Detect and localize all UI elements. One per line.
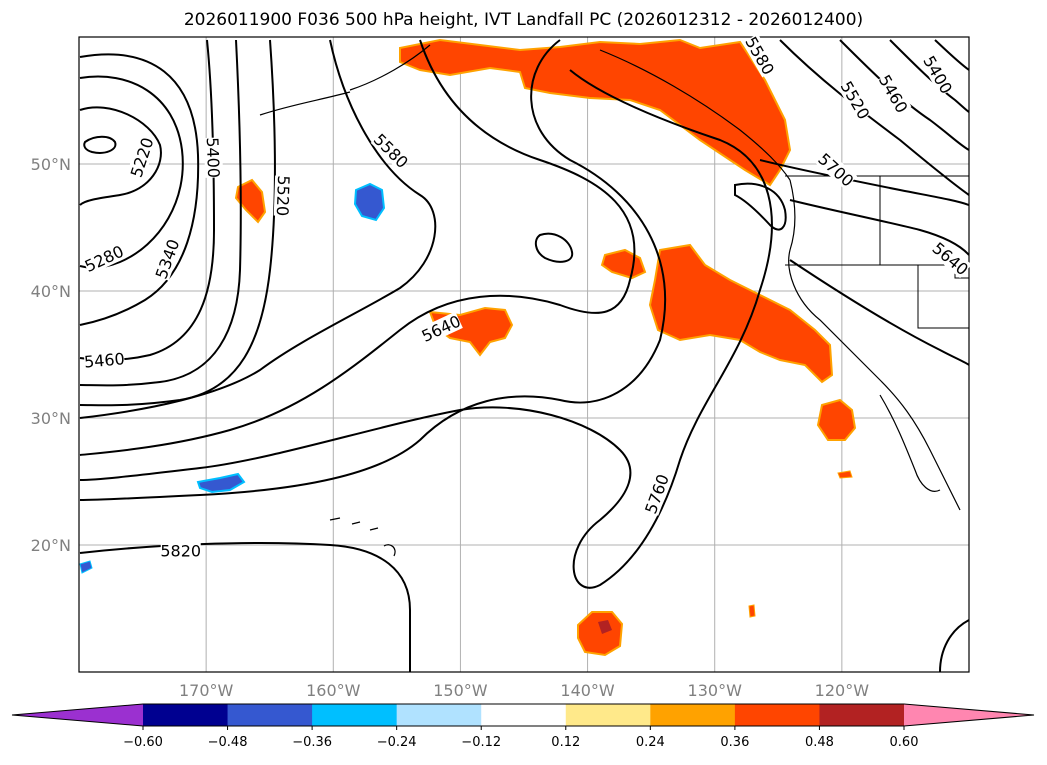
contour-label-text: 5820 xyxy=(160,541,201,560)
coast-hawaii xyxy=(329,517,396,557)
chart-title: 2026011900 F036 500 hPa height, IVT Land… xyxy=(183,10,864,30)
colorbar-tick-label: −0.48 xyxy=(208,735,248,750)
contour-label-bg xyxy=(82,241,126,275)
ivt-neg-region-edge xyxy=(79,560,93,574)
coast-alaska-southeast xyxy=(599,49,791,181)
ivt-neg-region-subtropics xyxy=(196,472,246,494)
contour-label: 5460 xyxy=(83,349,125,371)
coast-north-america-west xyxy=(788,179,961,511)
x-tick-label: 160°W xyxy=(306,681,361,700)
ivt-region-dot xyxy=(837,470,853,479)
contour-east-5700 xyxy=(759,159,969,206)
y-tick-label: 40°N xyxy=(31,282,71,301)
contour-label-bg xyxy=(160,541,201,560)
contour-5520 xyxy=(79,39,276,407)
colorbar-tick-label: 0.60 xyxy=(890,735,919,750)
contour-5640 xyxy=(79,39,636,456)
ivt-shading xyxy=(79,38,857,657)
contour-east-5400 xyxy=(934,39,969,71)
contour-label: 5820 xyxy=(160,541,201,560)
contour-closed-east xyxy=(734,182,787,231)
colorbar-bin xyxy=(396,704,482,726)
contour-label: 5520 xyxy=(273,175,293,216)
x-tick-label: 140°W xyxy=(560,681,615,700)
contour-label-bg xyxy=(151,237,183,281)
y-tick-label: 20°N xyxy=(31,536,71,555)
x-tick-label: 130°W xyxy=(688,681,743,700)
height-contours xyxy=(79,39,969,672)
colorbar-bin xyxy=(565,704,651,726)
axis-ticks: 170°W 160°W 150°W 140°W 130°W 120°W 20°N 30°N 40… xyxy=(31,155,870,700)
contour-label-bg xyxy=(815,149,858,190)
contour-5580 xyxy=(79,39,437,419)
contour-closed-low xyxy=(83,135,117,154)
contour-east-5640 xyxy=(789,199,969,256)
contour-label-bg xyxy=(370,130,412,172)
x-tick-label: 170°W xyxy=(179,681,234,700)
ivt-region-gulf-alaska xyxy=(399,38,792,187)
map-frame xyxy=(78,36,970,673)
coast-alaska-peninsula xyxy=(259,44,431,116)
ivt-region-dot-2 xyxy=(748,604,756,618)
x-tick-label: 120°W xyxy=(815,681,870,700)
colorbar-tick-label: 0.12 xyxy=(551,735,580,750)
contour-label-text: 5520 xyxy=(273,175,293,216)
y-tick-label: 50°N xyxy=(31,155,71,174)
contour-label-bg xyxy=(875,71,912,116)
contour-5460 xyxy=(79,39,242,387)
colorbar-tick-label: −0.60 xyxy=(123,735,163,750)
contour-label-bg xyxy=(641,471,672,516)
contour-5700 xyxy=(79,39,667,501)
colorbar-tick-label: −0.36 xyxy=(292,735,332,750)
contour-5820-east xyxy=(939,619,969,672)
ivt-region-date-line xyxy=(234,178,267,224)
ivt-neg-region-north xyxy=(353,182,386,222)
contour-label: 5400 xyxy=(203,137,223,178)
ivt-region-tropics xyxy=(577,611,624,657)
ivt-region-baja xyxy=(816,398,857,441)
contour-label-bg xyxy=(273,175,294,217)
contour-label-bg xyxy=(83,349,126,371)
colorbar-extend-high xyxy=(904,704,1034,726)
contour-east-5460 xyxy=(889,39,969,113)
colorbar-bin xyxy=(143,704,229,726)
y-tick-label: 30°N xyxy=(31,409,71,428)
colorbar-tick-label: 0.24 xyxy=(636,735,665,750)
contour-label-bg xyxy=(126,135,157,180)
colorbar-bin xyxy=(650,704,736,726)
colorbar-bin xyxy=(819,704,905,726)
contour-label-bg xyxy=(742,33,778,78)
contour-label-bg xyxy=(837,78,874,122)
coastlines xyxy=(259,44,961,557)
contour-label-bg xyxy=(920,52,956,97)
coast-baja xyxy=(879,394,941,492)
colorbar-tick-label: −0.24 xyxy=(377,735,417,750)
colorbar-tick-label: −0.12 xyxy=(461,735,501,750)
ivt-region-tropics-core xyxy=(598,620,612,634)
contour-5760 xyxy=(79,69,773,589)
colorbar-extend-low xyxy=(12,704,143,726)
contour-5340 xyxy=(79,53,200,326)
contour-label-bg xyxy=(203,137,224,178)
colorbar-tick-label: 0.36 xyxy=(720,735,749,750)
contour-east-5580 xyxy=(779,39,969,196)
contour-east-5760 xyxy=(789,259,969,366)
contour-closed-high xyxy=(534,232,574,263)
colorbar: −0.60 −0.48 −0.36 −0.24 −0.12 0.12 0.24 0.36 0.4… xyxy=(11,703,1035,750)
contour-east-5520 xyxy=(839,39,969,151)
contour-label-bg xyxy=(929,238,972,279)
contour-label-text: 5460 xyxy=(83,349,125,371)
x-tick-label: 150°W xyxy=(433,681,488,700)
contour-label-bg xyxy=(419,311,463,345)
colorbar-tick-label: 0.48 xyxy=(805,735,834,750)
colorbar-bin xyxy=(227,704,313,726)
contour-label-text: 5400 xyxy=(203,137,223,178)
contour-5220 xyxy=(79,106,162,206)
colorbar-bin xyxy=(734,704,820,726)
colorbar-bin xyxy=(312,704,398,726)
colorbar-bin xyxy=(481,704,567,726)
